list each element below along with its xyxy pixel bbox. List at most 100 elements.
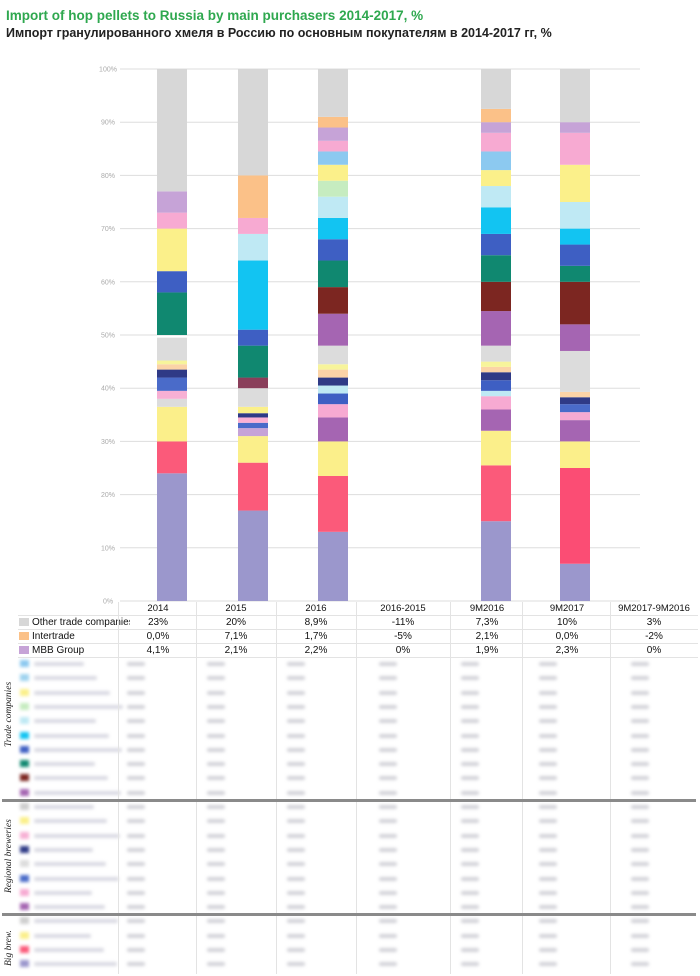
bar-segment: [481, 186, 511, 208]
bar-segment: [238, 260, 268, 330]
table-cell: [287, 933, 305, 938]
table-cell: [207, 819, 225, 824]
waterfall-chart: 100% 90% 80% 70% 60% 50% 40% 30% 20% 10% 0%: [99, 67, 640, 606]
y-tick-label: 0%: [103, 599, 113, 606]
bar-segment: [481, 521, 511, 601]
table-cell: 3%: [646, 617, 662, 628]
table-cell: [631, 676, 649, 681]
section-separator: [2, 913, 696, 916]
bar-segment: [481, 396, 511, 410]
bar-segment: [318, 377, 348, 386]
table-cell: [539, 819, 557, 824]
table-cell: [631, 962, 649, 967]
table-cell: [631, 762, 649, 767]
table-cell: [127, 933, 145, 938]
table-row: [18, 929, 698, 942]
legend-swatch: [20, 931, 29, 939]
bar-segment: [560, 324, 590, 351]
bar-segment: [318, 404, 348, 418]
table-row: [18, 700, 698, 713]
bar-segment: [318, 287, 348, 314]
bar-segment: [238, 422, 268, 429]
table-row-divider: [18, 629, 698, 630]
table-row-divider: [18, 615, 698, 616]
table-cell: [379, 776, 397, 781]
table-cell: [379, 933, 397, 938]
bar-segment: [238, 510, 268, 601]
bar-segment: [157, 369, 187, 378]
legend-swatch: [19, 618, 29, 627]
table-cell: [631, 876, 649, 881]
table-cell: [287, 704, 305, 709]
column-header: 9M2017: [549, 603, 585, 614]
table-row: MBB Group 4,1% 2,1% 2,2% 0% 1,9% 2,3% 0%: [18, 644, 698, 658]
table-cell: 4,1%: [146, 645, 170, 656]
bar-segment: [318, 369, 348, 378]
table-cell: [539, 905, 557, 910]
table-cell: 7,1%: [224, 631, 248, 642]
legend-swatch: [20, 774, 29, 782]
legend-swatch: [20, 788, 29, 796]
table-cell: 1,7%: [304, 631, 328, 642]
row-label: Intertrade: [18, 630, 130, 644]
table-row: Intertrade 0,0% 7,1% 1,7% -5% 2,1% 0,0% -2%: [18, 630, 698, 644]
table-cell: [539, 948, 557, 952]
table-cell: [207, 919, 225, 924]
legend-swatch: [20, 831, 29, 839]
table-cell: [461, 905, 479, 910]
bar-segment: [318, 385, 348, 394]
table-cell: [379, 962, 397, 967]
row-label: Other trade companies: [18, 616, 130, 630]
table-cell: [379, 819, 397, 824]
row-label: [34, 690, 110, 695]
bar-segment: [481, 132, 511, 152]
table-cell: 0,0%: [146, 631, 170, 642]
table-row: [18, 957, 698, 970]
bar-segment: [481, 108, 511, 123]
data-table: 2014 2015 2016 2016-2015 9M2016 9M2017 9M2017-…: [0, 600, 700, 976]
table-cell: 2,1%: [224, 645, 248, 656]
table-cell: [539, 790, 557, 795]
chart-title-ru: Импорт гранулированного хмеля в Россию п…: [6, 26, 552, 40]
table-column-divider: [276, 602, 277, 974]
table-cell: [127, 733, 145, 738]
legend-swatch: [20, 674, 29, 682]
table-cell: 7,3%: [475, 617, 499, 628]
row-label-text: Intertrade: [32, 631, 75, 642]
table-cell: [631, 862, 649, 867]
table-cell: [631, 719, 649, 724]
bar-segment: [157, 69, 187, 192]
table-cell: 1,9%: [475, 645, 499, 656]
bar-segment: [157, 364, 187, 370]
table-cell: [287, 790, 305, 795]
y-tick-label: 20%: [101, 492, 115, 499]
bar-segment: [157, 377, 187, 391]
table-row: Other trade companies 23% 20% 8,9% -11% 7,3% 1…: [18, 616, 698, 630]
table-cell: [631, 733, 649, 738]
bar-segment: [238, 436, 268, 463]
table-cell: [379, 948, 397, 952]
bar-group-9M2017: [560, 69, 590, 601]
bar-group-2016: [318, 69, 348, 601]
table-cell: [127, 704, 145, 709]
table-cell: [287, 890, 305, 895]
table-column-divider: [118, 602, 119, 974]
table-cell: [539, 890, 557, 895]
table-cell: [287, 733, 305, 738]
table-row: [18, 786, 698, 799]
table-cell: [127, 690, 145, 695]
bar-segment: [318, 180, 348, 197]
table-cell: -11%: [391, 617, 415, 628]
bar-segment: [481, 69, 511, 109]
table-cell: [207, 690, 225, 695]
bar-segment: [318, 164, 348, 181]
column-header: 2016: [305, 603, 327, 614]
legend-swatch: [20, 960, 29, 968]
legend-swatch: [20, 717, 29, 725]
table-column-divider: [522, 602, 523, 974]
table-cell: [207, 704, 225, 709]
table-row: [18, 743, 698, 756]
table-cell: [539, 776, 557, 781]
table-cell: [127, 676, 145, 681]
table-cell: 20%: [225, 617, 246, 628]
